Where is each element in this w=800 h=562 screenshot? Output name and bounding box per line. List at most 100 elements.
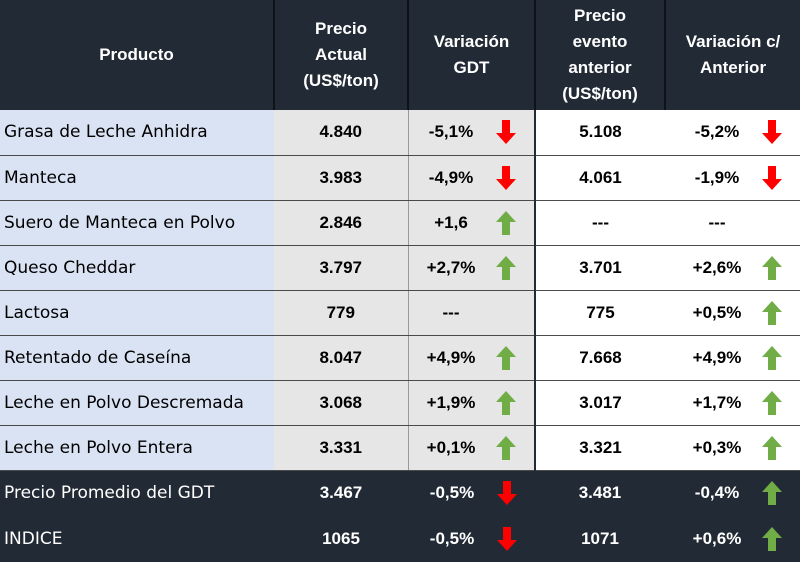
previous-price: 3.481 (578, 483, 622, 503)
table-row: Manteca 3.983 -4,9% 4.061 -1,9% (0, 155, 800, 201)
header-precio-anterior: Precio evento anterior (US$/ton) (535, 0, 666, 110)
variation-gdt-value: +2,7% (426, 257, 476, 277)
variation-previous: -0,4% (665, 470, 800, 516)
product-name: Suero de Manteca en Polvo (0, 200, 274, 246)
arrow-down-icon (497, 527, 517, 551)
product-name: Leche en Polvo Descremada (0, 380, 274, 426)
variation-gdt: -5,1% (408, 110, 536, 156)
variation-previous: +4,9% (665, 335, 800, 381)
arrow-empty (762, 211, 782, 235)
previous-price: 1071 (581, 529, 619, 548)
variation-previous: -1,9% (665, 155, 800, 201)
variation-previous-value: -1,9% (694, 167, 740, 187)
arrow-down-icon (762, 165, 782, 190)
product-name: Retentado de Caseína (0, 335, 274, 381)
previous-price: 5.108 (535, 110, 665, 156)
variation-previous-value: +2,6% (692, 257, 742, 277)
variation-gdt: +2,7% (408, 245, 536, 291)
table-row: Retentado de Caseína 8.047 +4,9% 7.668 +4,9% (0, 335, 800, 381)
arrow-up-icon (496, 210, 516, 235)
table-header-row: Producto Precio Actual (US$/ton) Variaci… (0, 0, 800, 110)
summary-row: Precio Promedio del GDT 3.467 -0,5% 3.481 -0… (0, 470, 800, 516)
table-row: Suero de Manteca en Polvo 2.846 +1,6 --- --- (0, 200, 800, 246)
variation-previous-value: -0,4% (694, 483, 740, 503)
variation-gdt: -0,5% (408, 470, 535, 516)
previous-price: --- (535, 200, 665, 246)
variation-previous: +2,6% (665, 245, 800, 291)
product-name: Manteca (0, 155, 274, 201)
arrow-down-icon (496, 165, 516, 190)
variation-gdt-value: +1,9% (426, 392, 476, 412)
variation-previous-value: +0,5% (692, 302, 742, 322)
header-producto: Producto (0, 0, 275, 110)
arrow-up-icon (762, 390, 782, 415)
arrow-down-icon (762, 120, 782, 145)
arrow-up-icon (496, 255, 516, 280)
arrow-up-icon (762, 481, 782, 506)
variation-gdt-value: -0,5% (429, 483, 475, 503)
table-row: Leche en Polvo Entera 3.331 +0,1% 3.321 +0,3… (0, 425, 800, 471)
variation-previous: -5,2% (665, 110, 800, 156)
current-price: 3.331 (274, 425, 409, 471)
variation-gdt: --- (408, 290, 536, 336)
arrow-up-icon (762, 527, 782, 551)
variation-previous: +0,3% (665, 425, 800, 471)
table-row: Leche en Polvo Descremada 3.068 +1,9% 3.017… (0, 380, 800, 426)
header-variacion-gdt: Variación GDT (408, 0, 536, 110)
variation-previous-value: -5,2% (694, 122, 740, 142)
current-price: 1065 (322, 529, 360, 548)
variation-previous-value: +1,7% (692, 392, 742, 412)
variation-gdt-value: +4,9% (426, 347, 476, 367)
variation-gdt-value: -5,1% (428, 122, 474, 142)
arrow-up-icon (762, 255, 782, 280)
variation-gdt: -0,5% (408, 516, 535, 562)
arrow-up-icon (762, 435, 782, 460)
previous-price: 7.668 (535, 335, 665, 381)
previous-price: 775 (535, 290, 665, 336)
variation-gdt: +1,9% (408, 380, 536, 426)
current-price: 3.797 (274, 245, 409, 291)
summary-row: INDICE 1065 -0,5% 1071 +0,6% (0, 516, 800, 562)
arrow-down-icon (497, 481, 517, 506)
variation-gdt: +4,9% (408, 335, 536, 381)
variation-gdt-value: -4,9% (428, 167, 474, 187)
current-price: 3.983 (274, 155, 409, 201)
current-price: 3.467 (319, 483, 363, 503)
variation-previous: +1,7% (665, 380, 800, 426)
arrow-up-icon (496, 390, 516, 415)
arrow-up-icon (762, 300, 782, 325)
current-price: 2.846 (274, 200, 409, 246)
variation-gdt: +1,6 (408, 200, 536, 246)
variation-gdt: -4,9% (408, 155, 536, 201)
current-price: 4.840 (274, 110, 409, 156)
header-precio-actual: Precio Actual (US$/ton) (274, 0, 409, 110)
previous-price: 3.017 (535, 380, 665, 426)
table-row: Lactosa 779 --- 775 +0,5% (0, 290, 800, 336)
previous-price: 4.061 (535, 155, 665, 201)
current-price: 8.047 (274, 335, 409, 381)
product-name: Grasa de Leche Anhidra (0, 110, 274, 156)
current-price: 779 (274, 290, 409, 336)
product-name: Precio Promedio del GDT (4, 483, 215, 504)
arrow-up-icon (496, 345, 516, 370)
arrow-up-icon (496, 435, 516, 460)
variation-previous-value: +0,3% (692, 437, 742, 457)
table-row: Grasa de Leche Anhidra 4.840 -5,1% 5.108 -5,… (0, 110, 800, 156)
variation-previous: --- (665, 200, 800, 246)
product-name: Queso Cheddar (0, 245, 274, 291)
variation-gdt-value: +1,6 (434, 212, 468, 232)
arrow-empty (496, 301, 516, 325)
variation-gdt: +0,1% (408, 425, 536, 471)
variation-previous-value: +4,9% (692, 347, 742, 367)
variation-previous: +0,5% (665, 290, 800, 336)
header-variacion-anterior: Variación c/ Anterior (685, 32, 781, 77)
previous-price: 3.701 (535, 245, 665, 291)
variation-gdt-value: --- (442, 302, 460, 322)
product-name: Lactosa (0, 290, 274, 336)
variation-previous-value: +0,6% (692, 529, 742, 548)
variation-gdt-value: +0,1% (426, 437, 476, 457)
product-name: Leche en Polvo Entera (0, 425, 274, 471)
current-price: 3.068 (274, 380, 409, 426)
variation-previous-value: --- (708, 212, 726, 232)
